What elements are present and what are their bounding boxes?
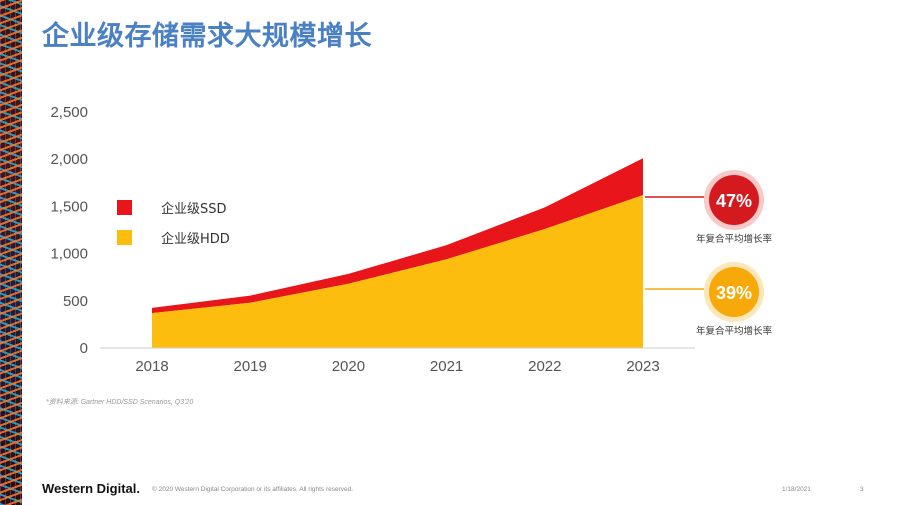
footer-date: 1/18/2021 [782,486,811,493]
legend-label: 企业级HDD [161,231,230,247]
footer-page-number: 3 [860,486,864,493]
series-area-hdd [152,195,643,348]
y-tick-label: 1,500 [50,198,88,215]
slide-title: 企业级存储需求大规模增长 [42,21,372,52]
source-note: *资料来源: Gartner HDD/SSD Scenarios, Q3'20 [46,399,194,406]
x-tick-label: 2020 [332,358,365,375]
annotation-caption: 年复合平均增长率 [696,233,773,245]
western-digital-logo: Western Digital. [42,481,141,496]
legend-swatch [117,230,132,245]
y-tick-label: 2,500 [50,104,88,121]
y-tick-label: 1,000 [50,246,88,263]
annotation-badge [709,267,759,317]
x-tick-label: 2018 [135,358,168,375]
annotation-value: 39% [716,283,752,303]
x-tick-label: 2023 [626,358,659,375]
y-tick-label: 0 [80,340,88,357]
x-tick-label: 2021 [430,358,463,375]
y-tick-label: 2,000 [50,151,88,168]
y-tick-label: 500 [63,293,88,310]
annotation-caption: 年复合平均增长率 [696,325,773,337]
decorative-strip [0,0,22,505]
annotation-value: 47% [716,191,752,211]
annotation-badge [709,175,759,225]
legend-swatch [117,200,132,215]
x-tick-label: 2019 [234,358,267,375]
x-tick-label: 2022 [528,358,561,375]
legend-label: 企业级SSD [161,201,227,217]
footer-copyright: © 2020 Western Digital Corporation or it… [152,486,354,493]
